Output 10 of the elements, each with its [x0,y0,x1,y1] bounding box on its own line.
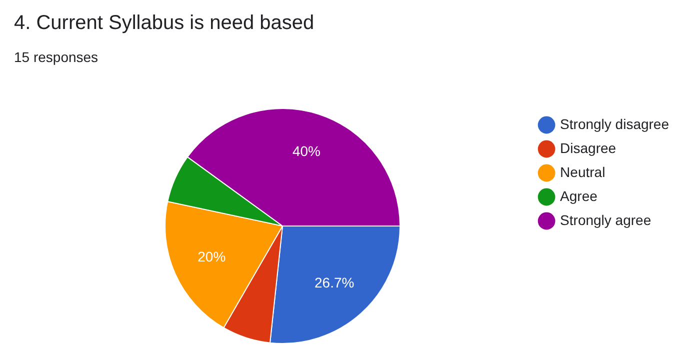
data-label: 26.7% [314,274,354,291]
legend-label: Disagree [560,140,616,156]
legend-label: Neutral [560,164,606,180]
data-label: 20% [198,248,226,264]
legend-label: Strongly agree [560,212,652,228]
legend-label: Agree [560,188,598,204]
legend-label: Strongly disagree [560,116,670,132]
chart-title: 4. Current Syllabus is need based [14,12,314,35]
data-label: 40% [292,143,321,160]
chart-subtitle: 15 responses [14,49,98,65]
